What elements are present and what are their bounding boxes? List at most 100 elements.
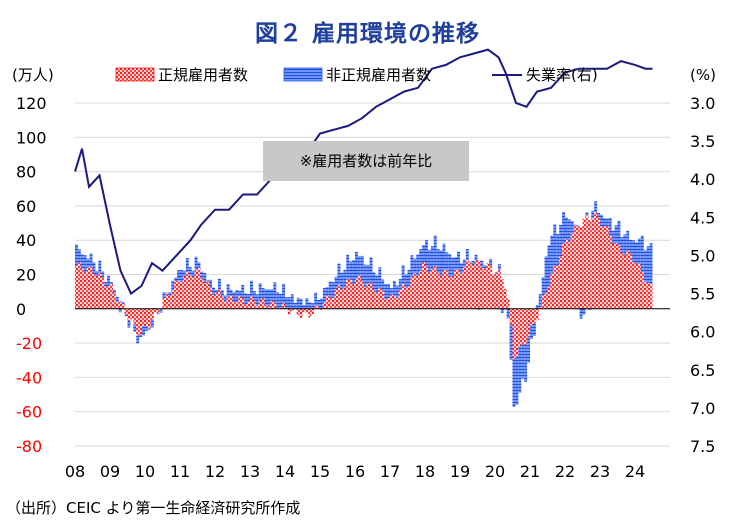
regular-bar [244,304,248,309]
regular-bar [165,293,169,309]
regular-bar [565,238,568,309]
legend-label-nonregular: 非正規雇用者数 [326,66,431,84]
regular-bar [162,298,166,309]
right-tick-label: 5.5 [690,285,715,304]
nonregular-bar [241,285,245,299]
regular-bar [247,301,250,309]
nonregular-bar [567,219,571,241]
nonregular-bar [532,323,536,336]
regular-bar [226,296,230,309]
regular-bar [270,300,274,309]
regular-bar [562,243,565,309]
legend: 正規雇用者数 非正規雇用者数 失業率(右) [115,66,598,84]
chart-title: 図２ 雇用環境の推移 [254,21,480,47]
nonregular-bar [483,265,487,269]
nonregular-bar [521,342,525,379]
nonregular-bar [127,320,131,328]
regular-bar [483,268,487,309]
regular-bar [250,296,253,309]
nonregular-bar [124,315,128,317]
x-tick-label: 10 [135,462,155,481]
nonregular-bar [142,325,145,336]
regular-bar [430,269,434,309]
nonregular-bar [372,272,376,291]
regular-bar [220,296,224,309]
nonregular-bar [559,224,563,257]
x-tick-label: 16 [345,462,365,481]
x-tick-label: 13 [240,462,260,481]
nonregular-bar [86,258,90,268]
right-tick-label: 7.0 [690,399,715,418]
nonregular-bar [433,235,437,267]
nonregular-bar [285,297,288,309]
annotation-box [263,141,469,181]
regular-bar [194,269,198,309]
regular-bar [203,283,207,309]
regular-bar [390,294,393,309]
regular-bar [635,264,638,309]
x-tick-label: 14 [275,462,295,481]
nonregular-bar [594,201,598,213]
nonregular-bar [194,256,198,270]
regular-bar [401,284,405,309]
nonregular-bar [600,214,603,227]
nonregular-bar [436,249,440,273]
nonregular-bar [290,294,294,309]
regular-bar [486,263,490,309]
regular-bar [632,262,635,309]
regular-bar [153,308,157,313]
regular-bar [299,308,303,318]
regular-bar [188,275,192,309]
nonregular-bar [77,249,81,263]
regular-bar [413,273,417,309]
regular-bar [328,297,332,309]
nonregular-bar [136,335,140,344]
regular-bar [570,233,574,309]
nonregular-bar [497,264,501,270]
regular-bar [404,287,408,309]
regular-bar [343,287,347,309]
nonregular-bar [547,245,551,287]
nonregular-bar [322,287,326,303]
regular-bar [608,235,612,309]
regular-bar [553,265,557,309]
regular-bar [451,276,455,309]
regular-bar [124,308,128,316]
nonregular-bar [602,218,606,227]
regular-bar [544,292,548,309]
nonregular-bar [582,308,586,315]
nonregular-bar [562,211,565,244]
regular-bar [492,274,495,309]
nonregular-bar [282,283,285,304]
nonregular-bar [410,255,414,277]
regular-bar [311,308,315,314]
nonregular-bar [579,308,583,319]
nonregular-bar [611,230,615,244]
regular-bar [480,267,484,309]
regular-bar [646,282,650,309]
nonregular-bar [279,294,283,308]
nonregular-bar [392,280,396,296]
nonregular-bar [264,289,268,305]
nonregular-bar [605,218,609,226]
nonregular-bar [419,249,423,271]
regular-bar [357,275,361,309]
nonregular-bar [267,289,271,307]
nonregular-bar [223,295,227,302]
legend-label-unemployment: 失業率(右) [526,66,598,84]
nonregular-bar [357,256,361,276]
regular-bar [460,273,463,309]
regular-bar [369,282,373,309]
nonregular-bar [334,276,338,290]
nonregular-bar [614,225,618,243]
regular-bar [308,308,312,318]
left-tick-label: -40 [16,368,42,387]
regular-bar [567,240,571,309]
regular-bar [238,296,242,309]
left-tick-label: -80 [16,437,42,456]
regular-bar [133,308,137,325]
regular-bar [538,307,542,309]
regular-bar [521,308,525,343]
regular-bar [512,308,516,359]
right-tick-label: 4.0 [690,170,715,189]
